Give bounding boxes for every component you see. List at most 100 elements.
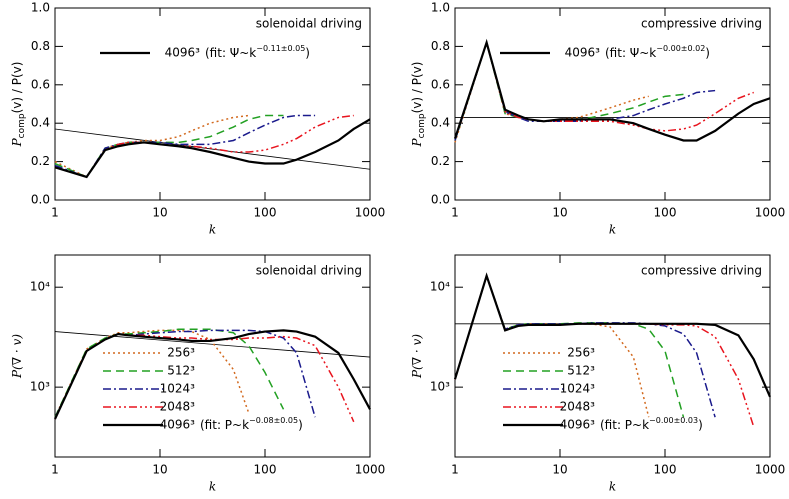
series-line bbox=[454, 273, 650, 418]
fit-label-text: (fit: Ψ~k bbox=[205, 46, 256, 60]
series-line bbox=[454, 39, 755, 139]
y-axis-label-sub: comp bbox=[17, 113, 27, 138]
series-line bbox=[54, 333, 355, 423]
fit-label-text: (fit: P~k bbox=[600, 418, 649, 432]
x-tick-label: 1 bbox=[451, 463, 459, 477]
y-tick-label: 0.6 bbox=[31, 77, 50, 91]
panel: 10³ 10⁴ 1 10 100 1000 k P(∇ · v) solenoidal driv… bbox=[10, 254, 386, 494]
legend-label: 4096³ bbox=[565, 46, 601, 60]
x-tick-label: 100 bbox=[654, 463, 677, 477]
legend-label: 512³ bbox=[567, 364, 595, 378]
series-line bbox=[54, 114, 249, 178]
panel-title: solenoidal driving bbox=[256, 264, 362, 278]
series-line bbox=[54, 114, 316, 178]
y-tick-label: 0.8 bbox=[431, 39, 450, 53]
legend-label: 4096³ bbox=[560, 418, 596, 432]
y-axis-label-part: P(∇ · v) bbox=[10, 334, 24, 379]
y-axis-label: Pcomp(v) / P(v) bbox=[10, 62, 27, 148]
y-tick-label: 1.0 bbox=[31, 1, 50, 15]
legend-label: 2048³ bbox=[560, 400, 596, 414]
fit-label-text: ) bbox=[305, 46, 310, 60]
fit-exponent: −0.11±0.05 bbox=[256, 44, 305, 53]
plot-frame bbox=[54, 254, 371, 458]
y-tick-label: 0.4 bbox=[31, 116, 50, 130]
legend-label: 512³ bbox=[167, 364, 195, 378]
y-tick-label: 0.2 bbox=[31, 154, 50, 168]
y-tick-label: 0.4 bbox=[431, 116, 450, 130]
fit-label-text: ) bbox=[705, 46, 710, 60]
y-axis-label-part: (v) / P(v) bbox=[10, 62, 24, 114]
fit-exponent: −0.00±0.02 bbox=[656, 44, 705, 53]
y-tick-label: 0.2 bbox=[431, 154, 450, 168]
y-axis-label-part: P(∇ · v) bbox=[410, 334, 424, 379]
x-axis-label: k bbox=[609, 223, 616, 237]
y-axis-label-part: P bbox=[410, 137, 424, 147]
fit-exponent: −0.00±0.03 bbox=[649, 416, 698, 425]
series-line bbox=[454, 273, 755, 428]
legend-label: 4096³ bbox=[165, 46, 201, 60]
y-tick-label: 0.0 bbox=[431, 193, 450, 207]
fit-line bbox=[54, 128, 371, 170]
fit-line bbox=[54, 331, 371, 358]
y-tick-label: 10³ bbox=[430, 380, 450, 394]
y-tick-label: 10⁴ bbox=[430, 280, 450, 294]
x-axis-label: k bbox=[609, 480, 616, 494]
legend-label: 1024³ bbox=[560, 382, 596, 396]
legend-label: 4096³ bbox=[160, 418, 196, 432]
y-axis-label-part: (v) / P(v) bbox=[410, 62, 424, 114]
x-tick-label: 1 bbox=[51, 463, 59, 477]
x-tick-label: 10 bbox=[152, 463, 167, 477]
y-tick-label: 10³ bbox=[30, 380, 50, 394]
y-tick-label: 10⁴ bbox=[30, 280, 50, 294]
y-axis-label: Pcomp(v) / P(v) bbox=[410, 62, 427, 148]
fit-label: (fit: P~k−0.08±0.05) bbox=[200, 416, 303, 432]
y-axis-label-sub: comp bbox=[417, 113, 427, 138]
plot-frame bbox=[54, 7, 371, 201]
x-tick-label: 1000 bbox=[355, 463, 386, 477]
series-line bbox=[54, 329, 371, 420]
y-tick-label: 0.0 bbox=[31, 193, 50, 207]
x-tick-label: 100 bbox=[254, 206, 277, 220]
x-axis-label: k bbox=[209, 480, 216, 494]
fit-label-text: (fit: P~k bbox=[200, 418, 249, 432]
series-line bbox=[54, 329, 250, 418]
x-tick-label: 1000 bbox=[755, 463, 786, 477]
y-axis-label: P(∇ · v) bbox=[10, 334, 24, 379]
fit-label-text: ) bbox=[298, 418, 303, 432]
y-tick-label: 1.0 bbox=[431, 1, 450, 15]
x-tick-label: 1 bbox=[451, 206, 459, 220]
fit-label-text: ) bbox=[698, 418, 703, 432]
x-tick-label: 1000 bbox=[755, 206, 786, 220]
panel: 10³ 10⁴ 1 10 100 1000 k P(∇ · v) compressive dri… bbox=[410, 254, 786, 494]
fit-exponent: −0.08±0.05 bbox=[249, 416, 298, 425]
x-tick-label: 1000 bbox=[355, 206, 386, 220]
plot-frame bbox=[454, 7, 771, 201]
x-tick-label: 10 bbox=[552, 463, 567, 477]
panel-title: compressive driving bbox=[641, 264, 762, 278]
y-tick-label: 0.6 bbox=[431, 77, 450, 91]
x-axis-label: k bbox=[209, 223, 216, 237]
panel: 0.0 0.2 0.4 0.6 0.8 1.0 1 10 100 1000 k Pcomp(v) / … bbox=[410, 1, 786, 237]
legend-label: 256³ bbox=[567, 346, 595, 360]
panel-title: solenoidal driving bbox=[256, 17, 362, 31]
x-tick-label: 10 bbox=[152, 206, 167, 220]
legend-label: 2048³ bbox=[160, 400, 196, 414]
x-tick-label: 10 bbox=[552, 206, 567, 220]
x-tick-label: 100 bbox=[654, 206, 677, 220]
legend-label: 1024³ bbox=[160, 382, 196, 396]
fit-label: (fit: P~k−0.00±0.03) bbox=[600, 416, 703, 432]
series-line bbox=[54, 118, 371, 179]
panel: 0.0 0.2 0.4 0.6 0.8 1.0 1 10 100 1000 k Pcomp(v) / … bbox=[10, 1, 386, 237]
plot-frame bbox=[454, 254, 771, 458]
series-line bbox=[453, 272, 772, 398]
panel-title: compressive driving bbox=[641, 17, 762, 31]
legend-label: 256³ bbox=[167, 346, 195, 360]
y-axis-label-part: P bbox=[10, 137, 24, 147]
x-tick-label: 1 bbox=[51, 206, 59, 220]
fit-label: (fit: Ψ~k−0.11±0.05) bbox=[205, 44, 310, 60]
fit-label-text: (fit: Ψ~k bbox=[605, 46, 656, 60]
y-tick-label: 0.8 bbox=[31, 39, 50, 53]
fit-label: (fit: Ψ~k−0.00±0.02) bbox=[605, 44, 710, 60]
series-line bbox=[54, 114, 354, 178]
